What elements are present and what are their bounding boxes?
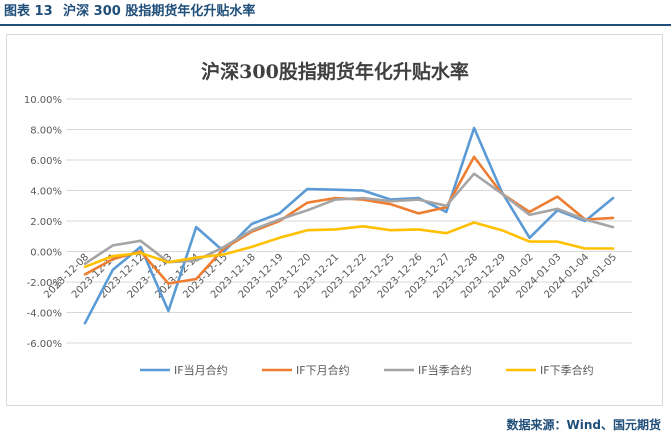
- chart-frame: [6, 34, 663, 406]
- y-tick-label: 0.00%: [30, 248, 62, 259]
- data-source: 数据来源：Wind、国元期货: [506, 418, 661, 432]
- series-line-1: [83, 126, 615, 325]
- figure-header: 图表 13 沪深 300 股指期货年化升贴水率: [0, 0, 671, 26]
- legend-label: IF下季合约: [540, 363, 594, 377]
- y-tick-label: 6.00%: [30, 156, 62, 167]
- y-tick-label: 4.00%: [30, 187, 62, 198]
- y-tick-label: 10.00%: [24, 95, 62, 106]
- y-tick-label: 2.00%: [30, 217, 62, 228]
- legend-label: IF当月合约: [174, 363, 228, 377]
- figure-title: 沪深 300 股指期货年化升贴水率: [63, 4, 256, 19]
- series-line-3: [83, 172, 615, 266]
- legend-label: IF当季合约: [418, 363, 472, 377]
- series-line-4: [83, 221, 615, 269]
- y-tick-label: -6.00%: [27, 339, 62, 350]
- y-tick-label: -2.00%: [27, 278, 62, 289]
- chart-title: 沪深300股指期货年化升贴水率: [201, 60, 469, 83]
- legend-label: IF下月合约: [296, 363, 350, 377]
- figure-number: 图表 13: [4, 4, 53, 19]
- y-tick-label: -4.00%: [27, 309, 62, 320]
- y-tick-label: 8.00%: [30, 126, 62, 137]
